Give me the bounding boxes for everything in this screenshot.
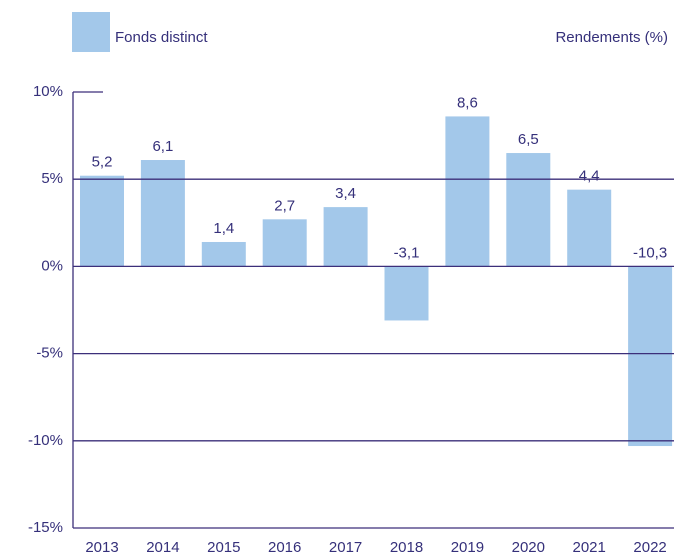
x-tick-label: 2021	[573, 539, 606, 556]
data-label: 6,1	[152, 138, 173, 155]
legend-swatch	[72, 12, 110, 52]
y-tick-label: -10%	[28, 432, 63, 449]
data-label: -10,3	[633, 244, 667, 261]
bar	[384, 266, 429, 321]
data-label: 2,7	[274, 197, 295, 214]
y-tick-label: -5%	[36, 345, 63, 362]
data-label: 3,4	[335, 185, 356, 202]
bar	[323, 207, 368, 267]
y-tick-label: -15%	[28, 519, 63, 536]
bar	[140, 160, 185, 267]
x-tick-label: 2020	[512, 539, 545, 556]
legend-label: Fonds distinct	[115, 29, 208, 46]
x-tick-label: 2022	[633, 539, 666, 556]
x-tick-label: 2019	[451, 539, 484, 556]
y-tick-label: 0%	[41, 257, 63, 274]
bar	[80, 175, 124, 267]
data-label: -3,1	[394, 244, 420, 261]
y-tick-label: 5%	[41, 170, 63, 187]
data-label: 8,6	[457, 94, 478, 111]
y-axis-label: Rendements (%)	[555, 29, 668, 46]
bar	[567, 189, 612, 267]
x-tick-label: 2013	[85, 539, 118, 556]
bar	[506, 153, 551, 267]
data-label: 1,4	[213, 220, 234, 237]
data-label: 5,2	[92, 154, 113, 171]
x-tick-label: 2018	[390, 539, 423, 556]
bar	[201, 241, 246, 267]
bar	[445, 116, 490, 267]
y-tick-label: 10%	[33, 83, 63, 100]
data-label: 4,4	[579, 168, 600, 185]
x-tick-label: 2016	[268, 539, 301, 556]
data-label: 6,5	[518, 131, 539, 148]
bar	[262, 219, 307, 267]
x-tick-label: 2015	[207, 539, 240, 556]
x-tick-label: 2014	[146, 539, 179, 556]
bar	[628, 266, 673, 447]
x-tick-label: 2017	[329, 539, 362, 556]
